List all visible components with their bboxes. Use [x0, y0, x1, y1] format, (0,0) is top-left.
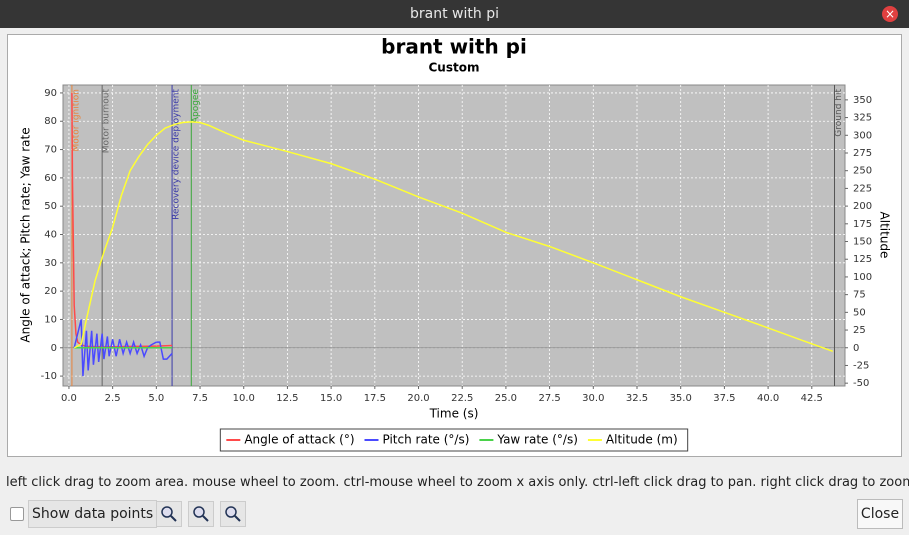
y2-tick-label: 325	[853, 113, 872, 124]
y2-tick-label: 0	[853, 343, 859, 354]
y2-tick-label: 225	[853, 183, 872, 194]
x-tick-label: 30.0	[582, 393, 604, 404]
x-axis-label: Time (s)	[429, 407, 479, 421]
x-tick-label: 40.0	[757, 393, 779, 404]
series-line	[73, 319, 173, 377]
y-tick-label: 80	[44, 116, 57, 127]
x-tick-label: 37.5	[713, 393, 735, 404]
event-label: Motor burnout	[102, 89, 112, 154]
y2-tick-label: 100	[853, 272, 872, 283]
y-tick-label: 70	[44, 145, 57, 156]
checkbox-label[interactable]: Show data points	[28, 500, 158, 528]
x-tick-label: 7.5	[192, 393, 208, 404]
x-tick-label: 17.5	[364, 393, 386, 404]
zoom-icon	[161, 506, 177, 522]
legend-label: Altitude (m)	[606, 433, 678, 447]
y2-tick-label: 250	[853, 166, 872, 177]
event-label: Recovery device deployment	[172, 89, 182, 220]
y2-tick-label: 25	[853, 325, 866, 336]
y-tick-label: 0	[51, 343, 57, 354]
x-tick-label: 5.0	[148, 393, 164, 404]
x-tick-label: 22.5	[451, 393, 473, 404]
y2-tick-label: 75	[853, 290, 866, 301]
y2-tick-label: 275	[853, 148, 872, 159]
legend-label: Pitch rate (°/s)	[383, 433, 470, 447]
close-button[interactable]: Close	[857, 499, 903, 529]
zoom-fit-button[interactable]	[220, 501, 246, 527]
x-tick-label: 15.0	[320, 393, 342, 404]
series-line	[73, 121, 834, 353]
y2-tick-label: 50	[853, 307, 866, 318]
legend: Angle of attack (°) Pitch rate (°/s) Yaw r…	[219, 428, 689, 452]
close-window[interactable]: ×	[882, 6, 898, 22]
x-tick-label: 0.0	[61, 393, 77, 404]
x-tick-label: 20.0	[407, 393, 429, 404]
zoom-icon	[193, 506, 209, 522]
chart-title: brant with pi	[381, 35, 527, 59]
y-tick-label: 10	[44, 314, 57, 325]
x-tick-label: 12.5	[276, 393, 298, 404]
y-tick-label: 40	[44, 230, 57, 241]
x-tick-label: 42.5	[801, 393, 823, 404]
hint-text: left click drag to zoom area. mouse whee…	[6, 475, 909, 490]
y-tick-label: 50	[44, 201, 57, 212]
y2-tick-label: 175	[853, 219, 872, 230]
x-tick-label: 10.0	[233, 393, 255, 404]
y-tick-label: 90	[44, 88, 57, 99]
y-tick-label: 60	[44, 173, 57, 184]
title-bar: brant with pi ×	[0, 0, 909, 28]
chart-subtitle: Custom	[429, 61, 480, 75]
y2-tick-label: 300	[853, 130, 872, 141]
plot-area	[62, 84, 846, 387]
x-tick-label: 2.5	[105, 393, 121, 404]
legend-label: Yaw rate (°/s)	[496, 433, 578, 447]
legend-box	[219, 428, 689, 452]
y-tick-label: 20	[44, 286, 57, 297]
zoom-out-button[interactable]	[188, 501, 214, 527]
y2-tick-label: -25	[853, 360, 869, 371]
x-tick-label: 25.0	[495, 393, 517, 404]
y2-axis-label: Altitude	[878, 212, 892, 259]
chart: brant with pi Custom Time (s) Angle of a…	[7, 34, 902, 457]
checkbox[interactable]	[10, 507, 24, 521]
zoom-in-button[interactable]	[156, 501, 182, 527]
event-label: Ground hit	[834, 89, 844, 137]
plot-content: Motor ignition Motor burnout Recovery devi…	[71, 85, 844, 386]
event-label: Apogee	[191, 89, 201, 124]
x-tick-label: 35.0	[670, 393, 692, 404]
x-tick-label: 32.5	[626, 393, 648, 404]
window-title: brant with pi	[410, 6, 499, 22]
y2-tick-label: 200	[853, 201, 872, 212]
y2-tick-label: 125	[853, 254, 872, 265]
y2-tick-label: 150	[853, 237, 872, 248]
legend-label: Angle of attack (°)	[244, 433, 354, 447]
zoom-icon	[225, 506, 241, 522]
y-tick-label: 30	[44, 258, 57, 269]
y2-tick-label: -50	[853, 378, 869, 389]
y-axis-label: Angle of attack; Pitch rate; Yaw rate	[19, 127, 33, 342]
event-label: Motor ignition	[71, 89, 81, 152]
y2-tick-label: 350	[853, 95, 872, 106]
x-tick-label: 27.5	[538, 393, 560, 404]
y-tick-label: -10	[41, 371, 57, 382]
